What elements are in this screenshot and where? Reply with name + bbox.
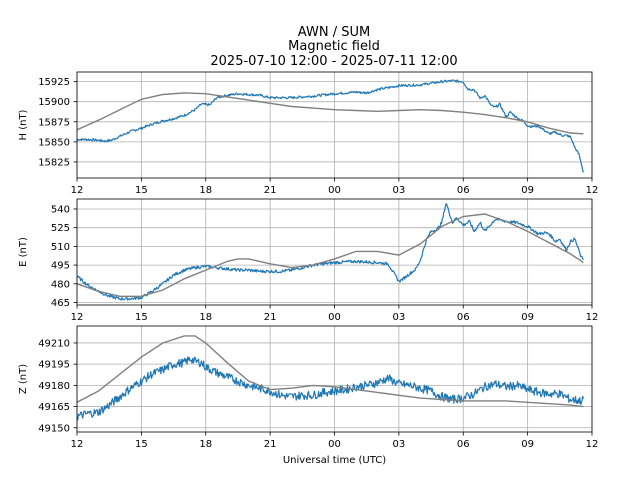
h-x-tick-label: 06	[457, 185, 470, 196]
h-model-series-line	[76, 92, 584, 135]
z-x-tick-label: 21	[264, 439, 277, 450]
z-x-tick-label: 15	[135, 439, 148, 450]
e-y-tick-label: 480	[51, 279, 70, 290]
z-x-tick-label: 03	[393, 439, 406, 450]
z-model-series-line	[76, 335, 584, 408]
e-y-tick-label: 540	[51, 204, 70, 215]
h-y-tick-label: 15925	[38, 77, 70, 88]
e-x-tick-label: 15	[135, 312, 148, 323]
h-observed-series-line	[76, 79, 584, 173]
chart-title-quantity: Magnetic field	[288, 39, 380, 54]
z-y-tick-label: 49210	[38, 338, 70, 349]
z-y-tick-label: 49195	[38, 360, 70, 371]
e-x-tick-label: 18	[199, 312, 212, 323]
z-y-tick-label: 49165	[38, 402, 70, 413]
e-x-tick-label: 09	[521, 312, 534, 323]
e-y-axis-label: E (nT)	[18, 237, 29, 267]
e-y-tick-label: 510	[51, 242, 70, 253]
e-x-tick-label: 06	[457, 312, 470, 323]
z-x-tick-label: 12	[71, 439, 84, 450]
e-x-tick-label: 12	[71, 312, 84, 323]
panel-z: 12 15 18 21 00 03 06 09 124915049165491804919549…	[18, 325, 599, 466]
e-x-tick-label: 12	[586, 312, 599, 323]
h-x-tick-label: 03	[393, 185, 406, 196]
z-y-axis-label: Z (nT)	[18, 364, 29, 394]
z-x-tick-label: 09	[521, 439, 534, 450]
h-x-tick-label: 15	[135, 185, 148, 196]
e-x-tick-label: 00	[328, 312, 341, 323]
chart-title-timerange: 2025-07-10 12:00 - 2025-07-11 12:00	[210, 54, 457, 69]
e-model-series-line	[76, 213, 584, 297]
e-x-tick-label: 21	[264, 312, 277, 323]
e-observed-series-line	[76, 203, 584, 301]
z-observed-series-line	[76, 356, 584, 421]
z-x-tick-label: 06	[457, 439, 470, 450]
e-y-tick-label: 465	[51, 298, 70, 309]
h-x-tick-label: 12	[586, 185, 599, 196]
panel-h: 12 15 18 21 00 03 06 09 12 15825 15850 15875 15900 15…	[18, 71, 599, 196]
e-x-tick-label: 03	[393, 312, 406, 323]
h-x-tick-label: 18	[199, 185, 212, 196]
e-y-tick-label: 525	[51, 223, 70, 234]
chart-title-station: AWN / SUM	[298, 25, 370, 40]
h-y-tick-label: 15850	[38, 137, 70, 148]
h-y-axis-label: H (nT)	[18, 109, 29, 140]
h-y-tick-label: 15825	[38, 157, 70, 168]
z-x-tick-label: 12	[586, 439, 599, 450]
x-axis-label: Universal time (UTC)	[283, 455, 386, 466]
h-y-tick-label: 15900	[38, 97, 70, 108]
z-x-tick-label: 18	[199, 439, 212, 450]
h-x-tick-label: 21	[264, 185, 277, 196]
e-y-tick-label: 495	[51, 261, 70, 272]
h-x-tick-label: 12	[71, 185, 84, 196]
z-y-tick-label: 49180	[38, 381, 70, 392]
z-x-tick-label: 00	[328, 439, 341, 450]
h-y-tick-label: 15875	[38, 117, 70, 128]
h-x-tick-label: 00	[328, 185, 341, 196]
z-y-tick-label: 49150	[38, 423, 70, 434]
h-x-tick-label: 09	[521, 185, 534, 196]
